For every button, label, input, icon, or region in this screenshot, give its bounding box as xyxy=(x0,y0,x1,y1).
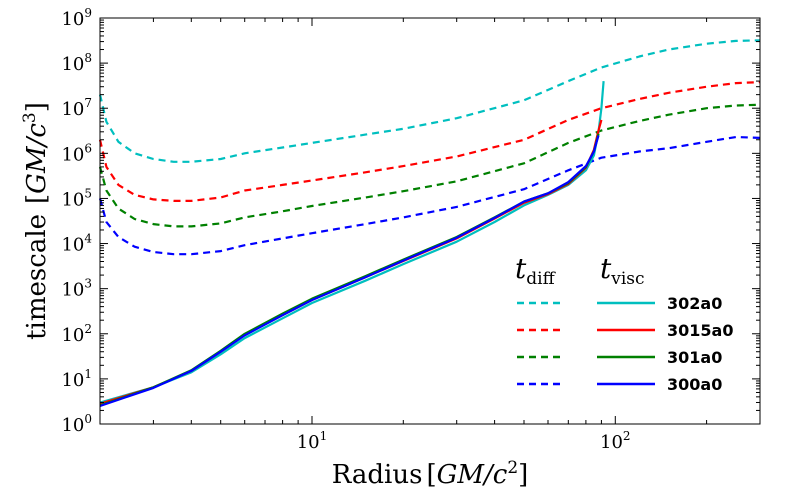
y-tick-label: 104 xyxy=(61,232,92,256)
y-tick-label: 101 xyxy=(61,367,92,391)
plot-frame xyxy=(99,17,761,425)
series-diff-3015a0 xyxy=(98,81,761,202)
y-tick-label: 103 xyxy=(61,277,92,301)
series-visc-302a0 xyxy=(99,81,605,404)
y-tick-label: 102 xyxy=(61,322,92,346)
legend-header-diff: tdiff xyxy=(515,252,557,289)
y-tick-label: 108 xyxy=(61,51,92,75)
y-tick-label: 109 xyxy=(61,6,92,30)
x-tick-label: 101 xyxy=(297,429,328,453)
y-axis-label: timescale[GM/c3] xyxy=(20,102,52,340)
legend-label-301a0: 301a0 xyxy=(667,348,722,367)
legend-rows: 302a0 3015a0 301a0 300a0 xyxy=(517,294,733,394)
series-visc-300a0 xyxy=(99,135,600,408)
legend-header-visc: tvisc xyxy=(600,252,645,289)
legend: tdiff tvisc 302a0 3015a0 301a0 300a0 xyxy=(515,252,733,394)
x-tick-label: 102 xyxy=(600,429,631,453)
series-diff-302a0 xyxy=(98,39,761,163)
series-diff-300a0 xyxy=(98,135,761,256)
y-tick-label: 107 xyxy=(61,96,92,120)
series-layer xyxy=(98,39,761,408)
y-tick-label: 106 xyxy=(61,141,92,165)
series-diff-301a0 xyxy=(98,103,761,228)
legend-label-300a0: 300a0 xyxy=(667,375,722,394)
legend-label-3015a0: 3015a0 xyxy=(667,321,733,340)
y-tick-label: 105 xyxy=(61,186,92,210)
legend-label-302a0: 302a0 xyxy=(667,294,722,313)
tick-layer: 100 101 102 103 104 105 106 107 108 109 101 102 xyxy=(61,6,761,453)
x-axis-label: Radius [GM/c2] xyxy=(332,458,529,490)
y-tick-label: 100 xyxy=(61,412,92,436)
